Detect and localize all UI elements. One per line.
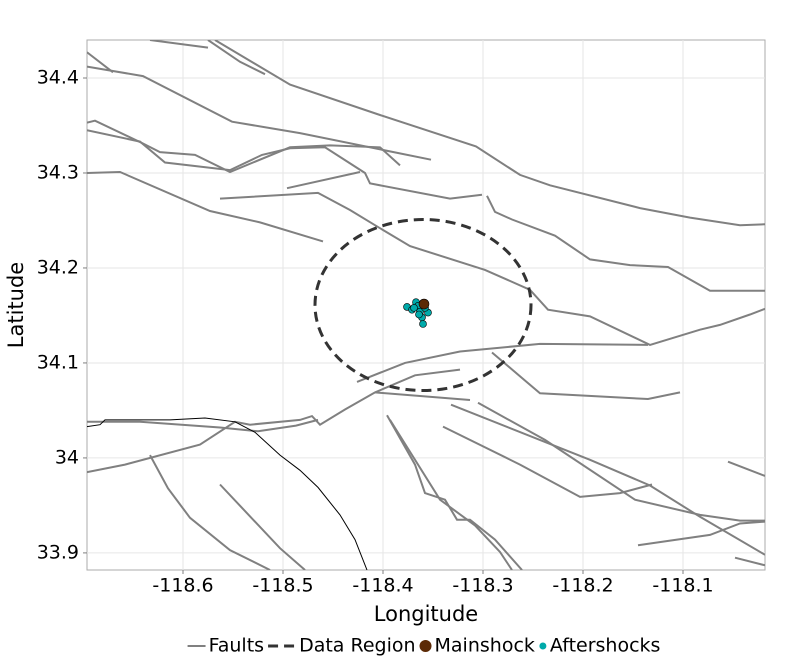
aftershock — [419, 320, 427, 328]
fault-line — [87, 65, 432, 161]
data-region — [313, 218, 533, 392]
fault-line — [87, 119, 401, 174]
x-axis-title: Longitude — [374, 602, 478, 626]
fault-line — [486, 195, 765, 292]
fault-line — [734, 556, 765, 567]
y-tick-label: 34 — [55, 446, 79, 468]
fault-line — [477, 401, 765, 522]
fault-line — [87, 418, 319, 433]
y-tick-label: 33.9 — [37, 541, 79, 563]
y-tick-label: 34.2 — [37, 256, 79, 278]
y-tick-label: 34.4 — [37, 66, 79, 88]
x-tick-label: -118.4 — [352, 575, 413, 597]
legend-key — [539, 642, 547, 650]
fault-line — [286, 171, 361, 190]
fault-line — [374, 391, 471, 401]
x-tick-label: -118.5 — [252, 575, 313, 597]
y-tick-label: 34.3 — [37, 161, 79, 183]
fault-line — [214, 40, 765, 227]
grid — [87, 40, 765, 570]
fault-line — [727, 460, 765, 477]
fault-line — [149, 40, 209, 49]
legend-item: Aftershocks — [539, 635, 660, 657]
fault-line — [386, 414, 523, 570]
legend-label: Data Region — [299, 635, 415, 657]
fault-line — [219, 191, 765, 346]
fault-line — [219, 483, 306, 570]
fault-line — [207, 40, 266, 76]
fault-line — [87, 170, 324, 243]
aftershock — [415, 310, 423, 319]
mainshock — [418, 298, 430, 310]
x-tick-label: -118.3 — [452, 575, 513, 597]
y-tick-label: 34.1 — [37, 351, 79, 373]
legend-label: Aftershocks — [550, 635, 661, 657]
x-tick-label: -118.6 — [152, 575, 213, 597]
fault-line — [389, 419, 513, 570]
fault-line — [491, 351, 681, 401]
coastline — [87, 417, 368, 570]
legend-item: Faults — [187, 635, 265, 657]
x-tick-label: -118.1 — [652, 575, 713, 597]
legend-label: Faults — [209, 635, 265, 657]
legend-item: Mainshock — [419, 635, 535, 657]
y-axis-title: Latitude — [4, 262, 28, 348]
fault-line — [87, 51, 114, 74]
fault-line — [149, 454, 271, 570]
aftershock — [410, 304, 418, 312]
plot-layer — [87, 40, 765, 570]
legend: Faults Data Region Mainshock Aftershocks — [187, 635, 660, 657]
fault-line — [442, 425, 653, 498]
legend-key — [419, 640, 432, 652]
x-tick-label: -118.2 — [552, 575, 613, 597]
fault-line — [637, 520, 765, 547]
legend-label: Mainshock — [435, 635, 535, 657]
fault-line — [356, 342, 649, 383]
fault-line — [87, 129, 483, 200]
legend-item: Data Region — [268, 635, 416, 657]
fault-line — [87, 368, 461, 474]
